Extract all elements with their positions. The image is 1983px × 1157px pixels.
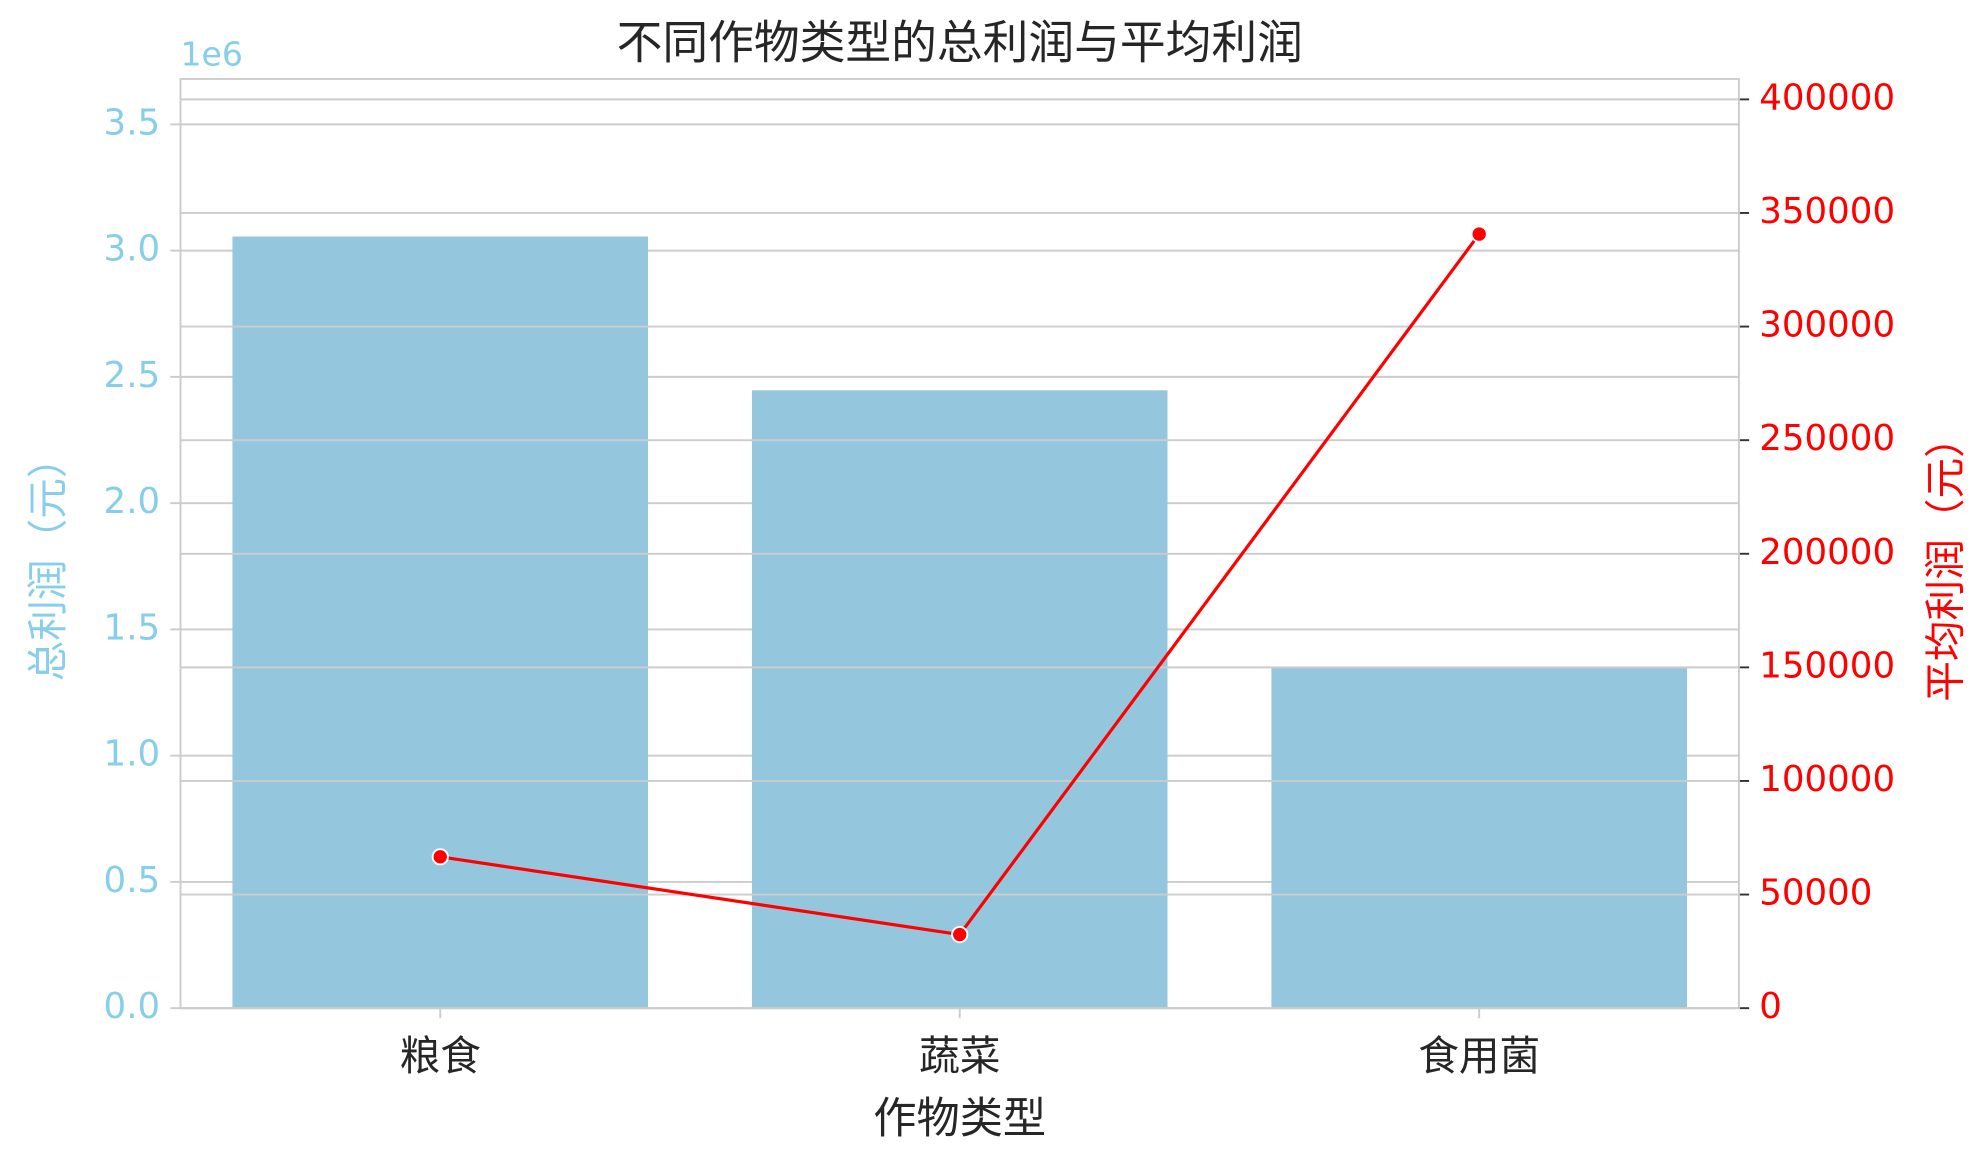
bar [232,236,649,1009]
line-point [951,925,969,944]
y-tick-label: 1.5 [104,607,161,648]
line-point [431,848,449,866]
bar [751,390,1168,1009]
y2-tick-label: 0 [1759,986,1782,1027]
x-tick-label: 粮食 [400,1032,481,1080]
y-tick-label: 2.5 [104,355,161,396]
line-point [1470,225,1488,243]
y2-tick-label: 400000 [1759,77,1895,118]
y-tick-label: 3.0 [104,229,161,270]
y2-tick-label: 350000 [1759,191,1895,232]
y-tick-label: 1.0 [104,734,161,775]
y-tick-label: 0.0 [104,986,161,1027]
bar [1271,667,1687,1009]
y2-axis-label: 平均利润（元） [1922,417,1970,702]
y-tick-label: 0.5 [104,860,161,901]
y2-tick-label: 50000 [1759,873,1872,914]
x-tick-label: 蔬菜 [919,1032,1000,1080]
y2-tick-label: 100000 [1759,759,1895,800]
bar-layer [232,236,1687,1009]
y-tick-label: 2.0 [104,481,161,522]
y2-tick-label: 150000 [1759,645,1895,686]
y2-tick-label: 200000 [1759,532,1895,573]
y-offset-label: 1e6 [181,35,243,74]
plot-frame [179,77,1740,1010]
y2-tick-label: 250000 [1759,418,1895,459]
x-tick-label: 食用菌 [1418,1032,1540,1080]
y-tick-label: 3.5 [104,102,161,143]
y2-tick-label: 300000 [1759,305,1895,346]
chart-title: 不同作物类型的总利润与平均利润 [617,16,1303,69]
y-axis-label: 总利润（元） [24,437,72,681]
x-axis-label: 作物类型 [873,1094,1046,1144]
